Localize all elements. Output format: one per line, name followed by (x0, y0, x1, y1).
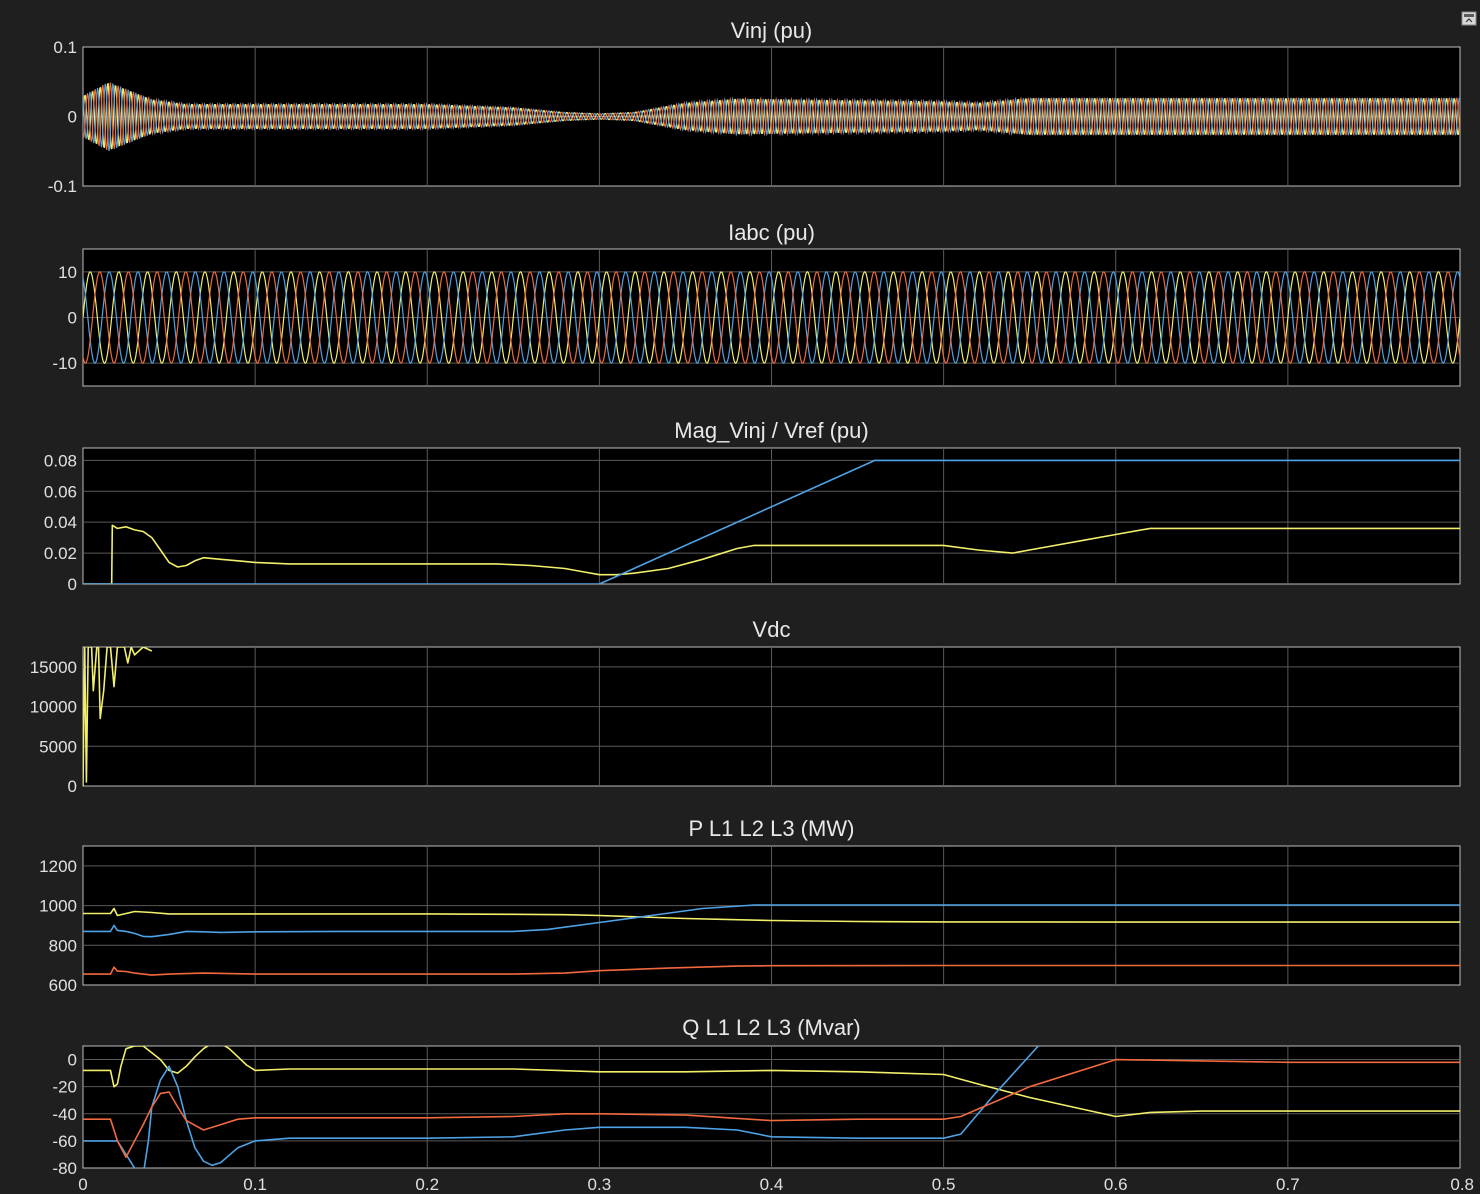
y-tick-label: 0.1 (53, 38, 77, 57)
phase-1-trace (83, 82, 1460, 150)
panel-2: Iabc (pu) -10 0 10 (52, 220, 1461, 387)
phase-2-trace (83, 83, 1460, 152)
y-tick-label: 0 (68, 1051, 77, 1070)
phase-3-trace (83, 82, 1460, 150)
y-tick-label: 1200 (39, 857, 77, 876)
y-tick-label: 5000 (39, 737, 77, 756)
x-tick-labels: 0 0.1 0.2 0.3 0.4 0.5 0.6 0.7 0.8 (78, 1175, 1474, 1194)
series-3-line (83, 1058, 1460, 1158)
x-tick-label: 0.8 (1450, 1175, 1474, 1194)
series-3-line (83, 964, 1460, 976)
panel-title: Iabc (pu) (728, 220, 815, 245)
series-group (83, 647, 153, 786)
y-tick-label: 0.04 (44, 513, 77, 532)
y-tick-label: 0 (68, 575, 77, 594)
scope-panels: Vinj (pu) -0.1 0 0.1 Iabc (pu) -10 0 10 Mag_Vinj… (30, 18, 1461, 1178)
x-tick-label: 0 (78, 1175, 87, 1194)
x-tick-label: 0.1 (243, 1175, 267, 1194)
y-tick-label: -0.1 (48, 177, 77, 196)
panel-title: P L1 L2 L3 (MW) (689, 816, 855, 841)
series-group (83, 459, 1460, 584)
series-1-line (83, 647, 153, 786)
phase-1-trace (83, 271, 1460, 364)
series-2-line (83, 459, 1460, 584)
series-group (83, 904, 1460, 976)
y-tick-label: 15000 (30, 658, 77, 677)
series-1-line (83, 524, 1460, 584)
series-1-line (83, 907, 1460, 923)
y-tick-label: 0.08 (44, 451, 77, 470)
panel-4: Vdc 0 5000 10000 15000 (30, 617, 1461, 796)
panel-title: Q L1 L2 L3 (Mvar) (682, 1015, 861, 1040)
phase-3-trace (83, 271, 1460, 364)
panel-title: Vinj (pu) (731, 18, 813, 43)
y-tick-label: 10000 (30, 698, 77, 717)
series-group (83, 271, 1460, 364)
x-tick-label: 0.5 (932, 1175, 956, 1194)
x-tick-label: 0.3 (588, 1175, 612, 1194)
x-tick-label: 0.4 (760, 1175, 784, 1194)
panel-title: Mag_Vinj / Vref (pu) (674, 418, 868, 443)
series-1-line (83, 1046, 1460, 1118)
y-tick-label: 0 (68, 777, 77, 796)
y-tick-label: 0.06 (44, 482, 77, 501)
panel-6: Q L1 L2 L3 (Mvar) -80 -60 -40 -20 0 (52, 1015, 1461, 1178)
dock-toggle-icon[interactable] (1461, 11, 1477, 26)
y-tick-label: 1000 (39, 897, 77, 916)
series-group (83, 82, 1460, 152)
y-tick-label: 0.02 (44, 544, 77, 563)
series-2-line (83, 1046, 1039, 1168)
x-tick-label: 0.2 (415, 1175, 439, 1194)
panel-title: Vdc (753, 617, 791, 642)
y-tick-label: -10 (52, 354, 77, 373)
y-tick-label: -80 (52, 1159, 77, 1178)
y-tick-label: 10 (58, 263, 77, 282)
y-tick-label: -60 (52, 1132, 77, 1151)
series-2-line (83, 904, 1460, 938)
y-tick-label: 800 (49, 936, 77, 955)
y-tick-label: 600 (49, 976, 77, 995)
x-tick-label: 0.7 (1276, 1175, 1300, 1194)
panel-3: Mag_Vinj / Vref (pu) 0 0.02 0.04 0.06 0.08 (44, 418, 1461, 594)
x-tick-label: 0.6 (1104, 1175, 1128, 1194)
series-group (83, 1046, 1460, 1168)
y-tick-label: -20 (52, 1078, 77, 1097)
y-tick-label: 0 (68, 309, 77, 328)
panel-5: P L1 L2 L3 (MW) 600 800 1000 1200 (39, 816, 1461, 995)
y-tick-label: 0 (68, 108, 77, 127)
y-tick-label: -40 (52, 1105, 77, 1124)
phase-2-trace (83, 271, 1460, 364)
panel-1: Vinj (pu) -0.1 0 0.1 (48, 18, 1461, 196)
